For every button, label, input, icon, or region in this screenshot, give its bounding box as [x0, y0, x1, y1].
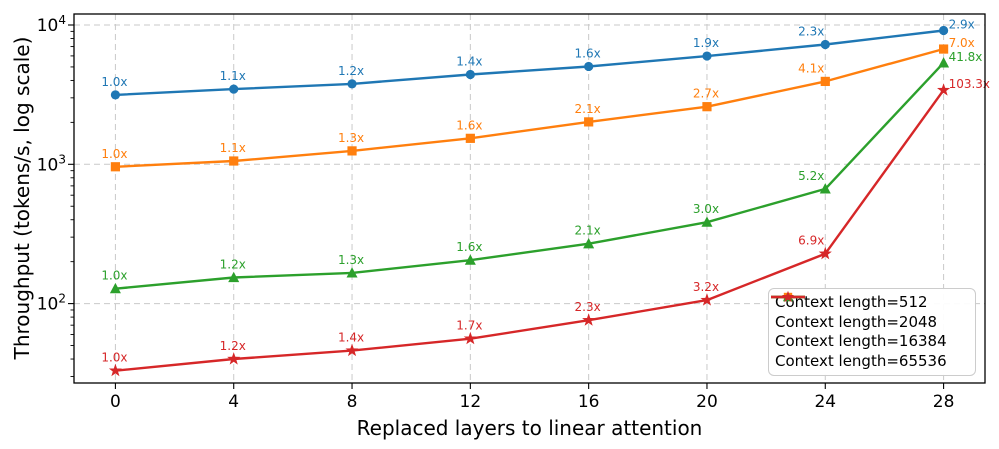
- x-tick-label: 8: [347, 392, 358, 412]
- x-tick-label: 16: [578, 392, 600, 412]
- data-point-marker: [463, 331, 477, 345]
- legend: Context length=512 Context length=2048 Con…: [768, 288, 976, 376]
- series-65536: 1.0x 1.2x 1.4x 1.7x 2.3x 3.2x 6.9x 103.3x: [101, 77, 990, 377]
- point-label: 1.2x: [220, 339, 246, 353]
- point-label: 4.1x: [798, 61, 824, 75]
- point-label: 1.9x: [693, 36, 719, 50]
- data-point-marker: [938, 57, 950, 68]
- data-point-marker: [819, 183, 831, 194]
- data-point-marker: [820, 76, 830, 87]
- point-label: 1.0x: [101, 147, 127, 161]
- data-point-marker: [464, 254, 476, 265]
- point-label: 3.2x: [693, 280, 719, 294]
- data-point-marker: [582, 313, 596, 326]
- data-point-marker: [465, 133, 475, 143]
- data-point-marker: [110, 162, 121, 172]
- point-label: 1.1x: [220, 141, 246, 155]
- x-tick-label: 28: [933, 392, 955, 412]
- point-label: 3.0x: [693, 202, 719, 216]
- data-point-marker: [347, 79, 357, 89]
- point-label: 6.9x: [798, 234, 824, 248]
- x-tick-label: 20: [696, 392, 718, 412]
- x-tick-label: 0: [110, 392, 121, 412]
- data-point-marker: [110, 90, 121, 100]
- series-512: 1.0x 1.1x 1.2x 1.4x 1.6x 1.9x 2.3x 2.9x: [101, 17, 975, 100]
- data-point-marker: [108, 363, 122, 377]
- point-label: 1.0x: [101, 351, 127, 365]
- data-point-marker: [702, 51, 712, 61]
- legend-item: Context length=2048: [771, 292, 969, 331]
- data-point-marker: [229, 84, 239, 94]
- point-label: 1.0x: [101, 269, 127, 283]
- point-label: 1.1x: [220, 69, 246, 83]
- data-point-marker: [702, 102, 712, 112]
- x-axis-label: Replaced layers to linear attention: [356, 416, 703, 440]
- point-label: 1.2x: [220, 257, 246, 271]
- point-label: 2.3x: [575, 300, 601, 314]
- data-point-marker: [228, 271, 240, 283]
- data-point-marker: [584, 61, 594, 72]
- data-point-marker: [782, 290, 794, 303]
- series-2048: 1.0x 1.1x 1.3x 1.6x 2.1x 2.7x 4.1x 7.0x: [101, 36, 975, 172]
- point-label: 1.2x: [338, 64, 364, 78]
- legend-label: Context length=512: [775, 293, 928, 312]
- point-label: 5.2x: [798, 169, 824, 183]
- data-point-marker: [820, 39, 830, 50]
- data-point-marker: [345, 343, 359, 357]
- point-label: 2.9x: [949, 17, 975, 31]
- point-label: 1.6x: [456, 240, 482, 254]
- y-axis-label: Throughput (tokens/s, log scale): [10, 36, 34, 360]
- data-point-marker: [465, 69, 475, 80]
- legend-label: Context length=65536: [775, 351, 947, 370]
- data-point-marker: [701, 216, 713, 227]
- point-label: 1.7x: [456, 319, 482, 333]
- data-point-marker: [346, 267, 358, 278]
- data-point-marker: [229, 156, 239, 166]
- series-16384: 1.0x 1.2x 1.3x 1.6x 2.1x 3.0x 5.2x 41.8x: [101, 50, 983, 294]
- point-label: 2.3x: [798, 24, 824, 38]
- point-label: 1.6x: [575, 46, 601, 60]
- data-point-marker: [347, 146, 357, 156]
- point-label: 2.1x: [575, 224, 601, 238]
- data-point-marker: [584, 117, 594, 127]
- data-point-marker: [937, 83, 951, 96]
- data-point-marker: [818, 246, 832, 260]
- plot-frame: [73, 13, 986, 384]
- point-label: 2.1x: [575, 102, 601, 116]
- legend-label: Context length=2048: [775, 312, 938, 331]
- data-point-marker: [583, 237, 595, 249]
- x-tick-label: 4: [228, 392, 239, 412]
- x-tick-label: 24: [814, 392, 836, 412]
- point-label: 1.4x: [456, 55, 482, 69]
- data-point-marker: [938, 25, 949, 36]
- data-point-marker: [109, 282, 121, 294]
- point-label: 41.8x: [949, 50, 983, 64]
- data-point-marker: [700, 293, 714, 306]
- point-label: 1.0x: [101, 75, 127, 89]
- legend-item: Context length=65536: [771, 290, 969, 370]
- point-label: 1.4x: [338, 331, 364, 345]
- legend-marker-star-icon: [771, 290, 805, 303]
- point-label: 2.7x: [693, 87, 719, 101]
- point-label: 1.6x: [456, 118, 482, 132]
- legend-item: Context length=16384: [771, 291, 969, 351]
- point-label: 103.3x: [949, 77, 990, 91]
- point-label: 7.0x: [949, 36, 975, 50]
- legend-label: Context length=16384: [775, 332, 947, 351]
- data-point-marker: [227, 352, 241, 365]
- x-tick-label: 12: [460, 392, 482, 412]
- point-label: 1.3x: [338, 131, 364, 145]
- data-point-marker: [938, 44, 949, 54]
- point-label: 1.3x: [338, 253, 364, 267]
